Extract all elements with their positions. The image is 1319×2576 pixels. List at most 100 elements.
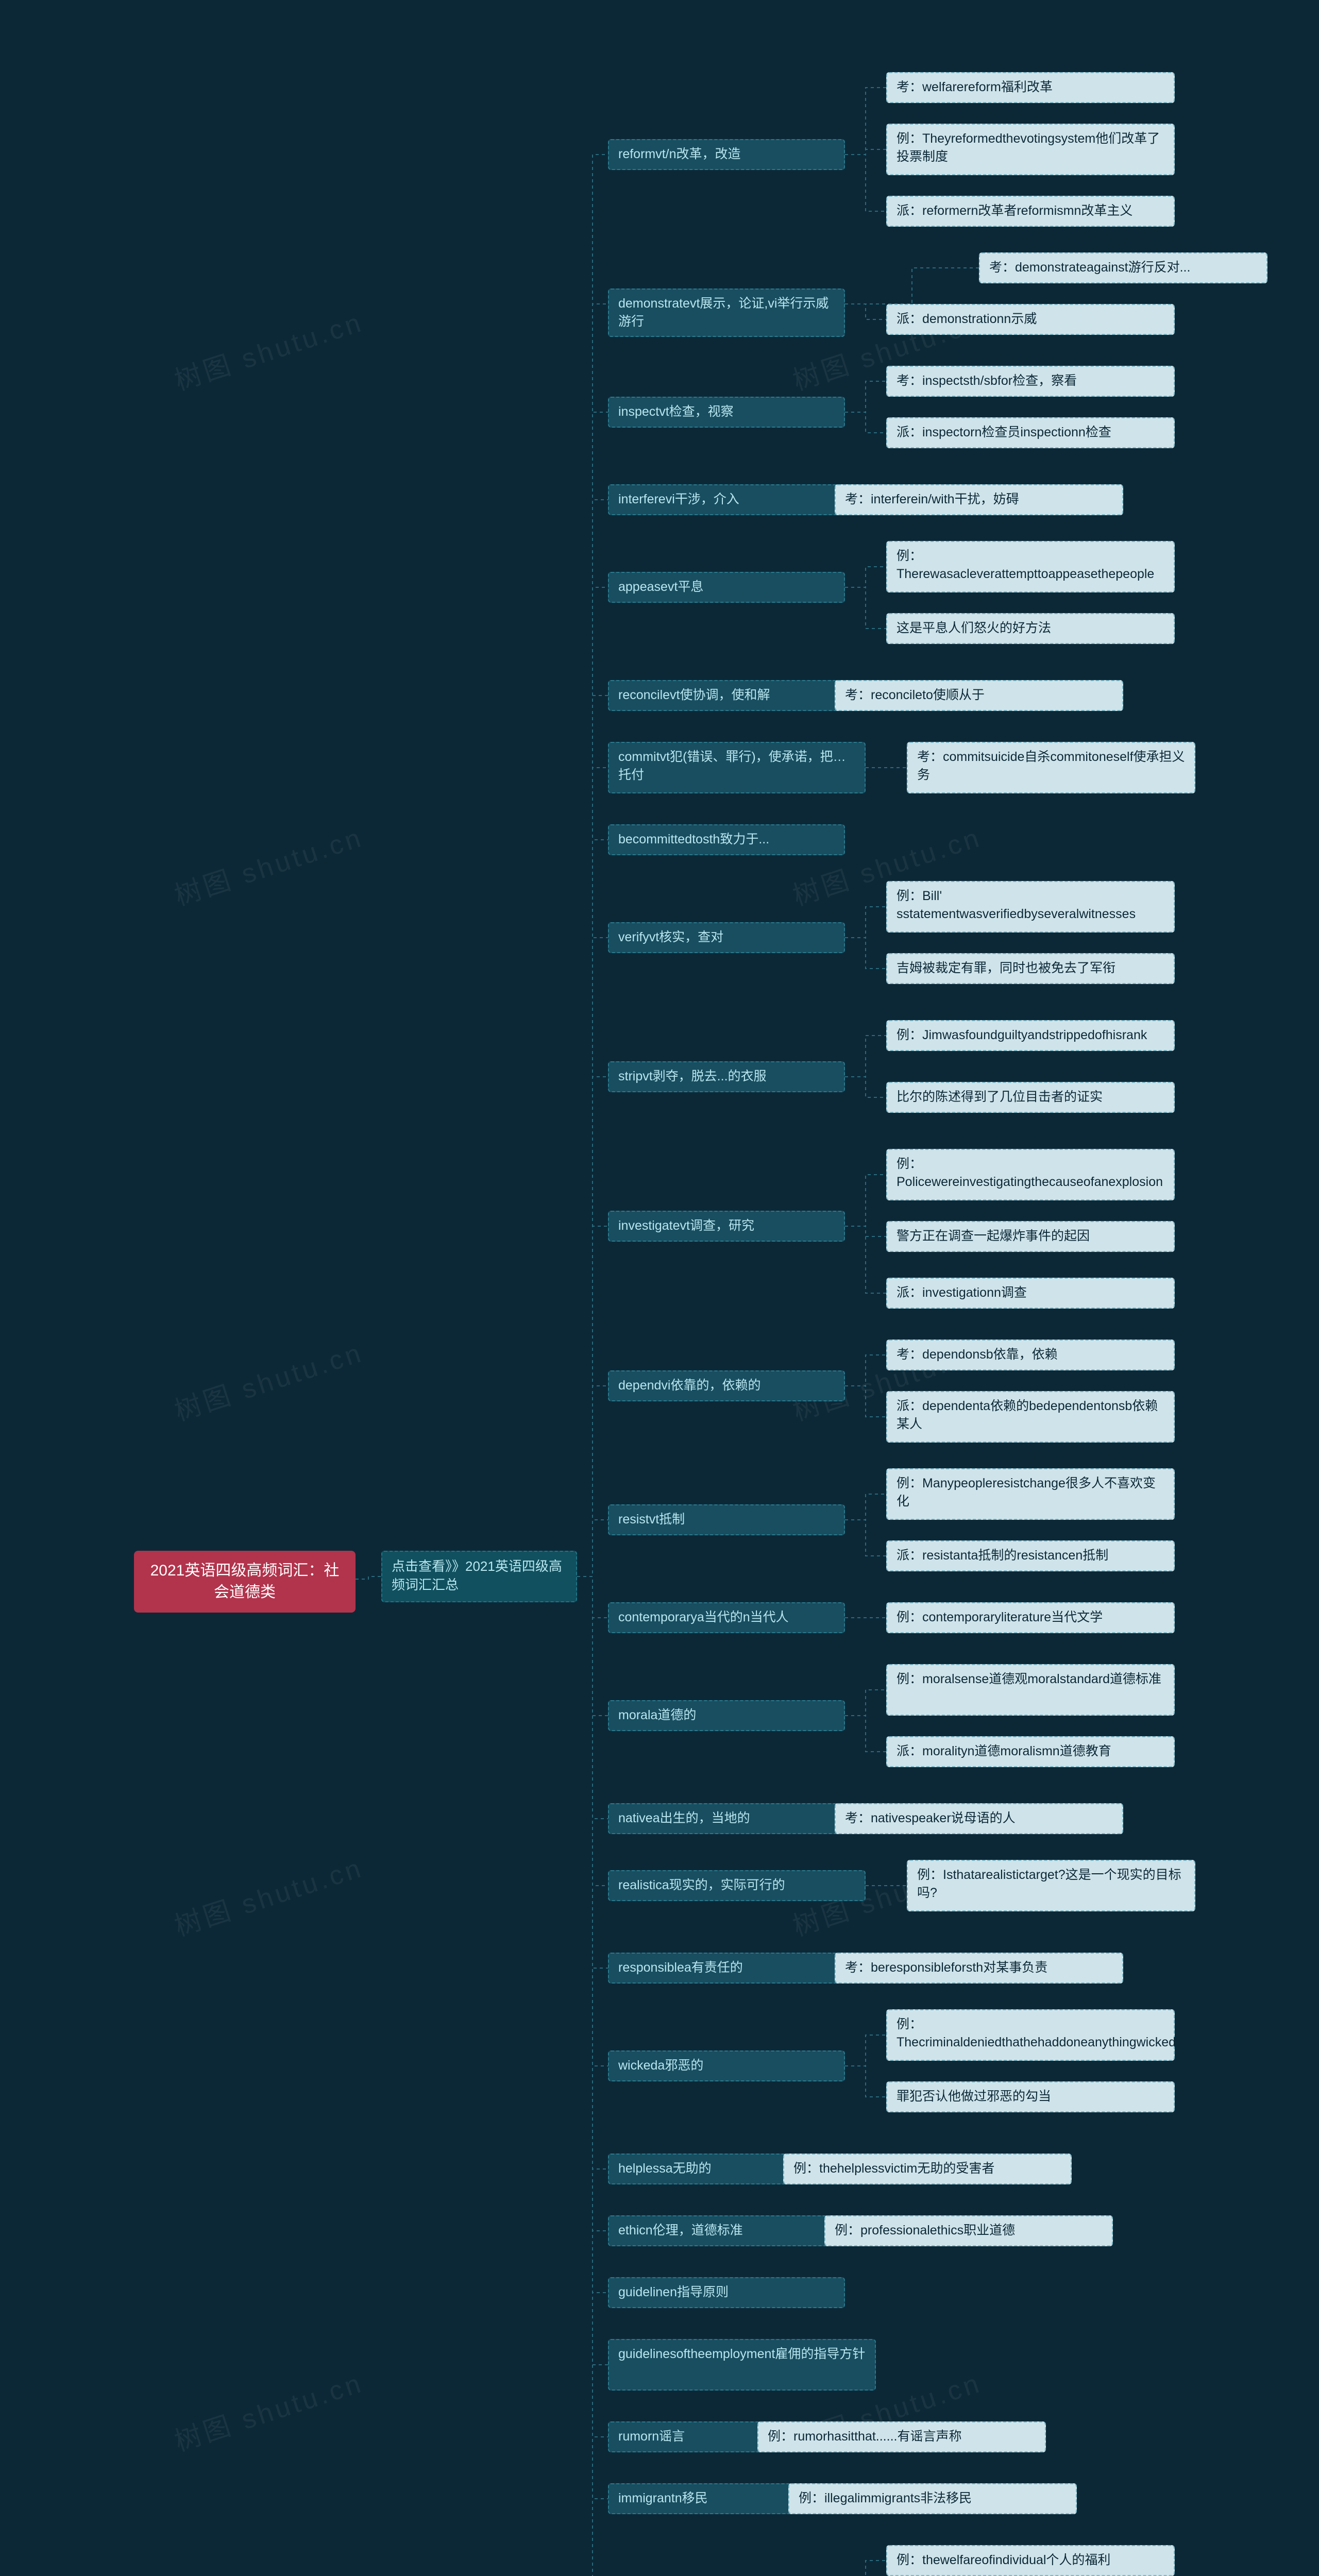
topic-inspect-label: inspectvt检查，视察 [618, 404, 734, 419]
leaf-investigate-2-label: 派：investigationn调查 [897, 1285, 1027, 1300]
topic-depend: dependvi依靠的，依赖的 [608, 1370, 845, 1401]
topic-resist: resistvt抵制 [608, 1504, 845, 1535]
leaf-depend-0-label: 考：dependonsb依靠，依赖 [897, 1347, 1058, 1362]
topic-interfere-label: interferevi干涉，介入 [618, 492, 739, 506]
topic-moral: morala道德的 [608, 1700, 845, 1731]
root-node: 2021英语四级高频词汇：社会道德类 [134, 1551, 356, 1613]
leaf-inspect-0-label: 考：inspectsth/sbfor检查，察看 [897, 374, 1077, 388]
root-node-label: 2021英语四级高频词汇：社会道德类 [150, 1562, 340, 1601]
leaf-reform-1: 例：Theyreformedthevotingsystem他们改革了投票制度 [886, 124, 1175, 175]
watermark: 树图 shutu.cn [169, 2361, 368, 2459]
topic-resist-label: resistvt抵制 [618, 1512, 685, 1527]
topic-contemporary-label: contemporarya当代的n当代人 [618, 1610, 789, 1624]
leaf-inspect-0: 考：inspectsth/sbfor检查，察看 [886, 366, 1175, 397]
leaf-immigrant-0: 例：illegalimmigrants非法移民 [788, 2483, 1077, 2514]
leaf-moral-1-label: 派：moralityn道德moralismn道德教育 [897, 1744, 1111, 1758]
leaf-strip-0-label: 例：Jimwasfoundguiltyandstrippedofhisrank [897, 1028, 1147, 1042]
leaf-interfere-0: 考：interferein/with干扰，妨碍 [835, 484, 1123, 515]
leaf-native-0: 考：nativespeaker说母语的人 [835, 1803, 1123, 1834]
leaf-demonstrate-0-label: 考：demonstrateagainst游行反对... [989, 260, 1190, 275]
leaf-investigate-2: 派：investigationn调查 [886, 1278, 1175, 1309]
hub-node-label: 点击查看》》2021英语四级高频词汇汇总 [392, 1558, 562, 1592]
leaf-verify-1: 吉姆被裁定有罪，同时也被免去了军衔 [886, 953, 1175, 984]
topic-reform: reformvt/n改革，改造 [608, 139, 845, 170]
topic-becommitted-label: becommittedtosth致力于... [618, 832, 769, 846]
leaf-responsible-0-label: 考：beresponsibleforsth对某事负责 [845, 1960, 1047, 1975]
topic-appease: appeasevt平息 [608, 572, 845, 603]
topic-reconcile: reconcilevt使协调，使和解 [608, 680, 845, 711]
leaf-rumor-0-label: 例：rumorhasitthat......有谣言声称 [768, 2429, 961, 2444]
leaf-resist-1: 派：resistanta抵制的resistancen抵制 [886, 1540, 1175, 1571]
topic-guideline-label: guidelinen指导原则 [618, 2285, 729, 2299]
watermark: 树图 shutu.cn [169, 300, 368, 398]
leaf-realistic-0: 例：Isthatarealistictarget?这是一个现实的目标吗? [907, 1860, 1195, 1911]
leaf-appease-1: 这是平息人们怒火的好方法 [886, 613, 1175, 644]
leaf-individual-0: 例：thewelfareofindividual个人的福利 [886, 2545, 1175, 2576]
topic-immigrant-label: immigrantn移民 [618, 2491, 708, 2505]
topic-inspect: inspectvt检查，视察 [608, 397, 845, 428]
leaf-contemporary-0: 例：contemporaryliterature当代文学 [886, 1602, 1175, 1633]
topic-interfere: interferevi干涉，介入 [608, 484, 845, 515]
watermark: 树图 shutu.cn [169, 816, 368, 913]
leaf-inspect-1-label: 派：inspectorn检查员inspectionn检查 [897, 425, 1111, 439]
topic-depend-label: dependvi依靠的，依赖的 [618, 1378, 760, 1393]
leaf-investigate-0-label: 例：Policewereinvestigatingthecauseofanexp… [897, 1157, 1163, 1189]
leaf-verify-1-label: 吉姆被裁定有罪，同时也被免去了军衔 [897, 961, 1115, 975]
leaf-individual-0-label: 例：thewelfareofindividual个人的福利 [897, 2553, 1110, 2567]
topic-native: nativea出生的，当地的 [608, 1803, 845, 1834]
topic-moral-label: morala道德的 [618, 1708, 696, 1722]
leaf-reform-1-label: 例：Theyreformedthevotingsystem他们改革了投票制度 [897, 131, 1160, 164]
leaf-immigrant-0-label: 例：illegalimmigrants非法移民 [799, 2491, 972, 2505]
leaf-wicked-0: 例：Thecriminaldeniedthathehaddoneanything… [886, 2009, 1175, 2061]
topic-verify-label: verifyvt核实，查对 [618, 930, 723, 944]
leaf-investigate-0: 例：Policewereinvestigatingthecauseofanexp… [886, 1149, 1175, 1200]
leaf-interfere-0-label: 考：interferein/with干扰，妨碍 [845, 492, 1019, 506]
topic-demonstrate: demonstratevt展示，论证,vi举行示威游行 [608, 289, 845, 337]
topic-wicked-label: wickeda邪恶的 [618, 2058, 703, 2073]
leaf-contemporary-0-label: 例：contemporaryliterature当代文学 [897, 1610, 1103, 1624]
leaf-strip-1-label: 比尔的陈述得到了几位目击者的证实 [897, 1090, 1103, 1104]
topic-responsible: responsiblea有责任的 [608, 1953, 845, 1984]
leaf-resist-0-label: 例：Manypeopleresistchange很多人不喜欢变化 [897, 1476, 1156, 1509]
topic-commit-label: commitvt犯(错误、罪行)，使承诺，把…托付 [618, 750, 846, 782]
leaf-commit-0: 考：commitsuicide自杀commitoneself使承担义务 [907, 742, 1195, 793]
topic-guideline: guidelinen指导原则 [608, 2277, 845, 2308]
leaf-reconcile-0-label: 考：reconcileto使顺从于 [845, 688, 985, 702]
topic-native-label: nativea出生的，当地的 [618, 1811, 750, 1825]
leaf-reform-2: 派：reformern改革者reformismn改革主义 [886, 196, 1175, 227]
topic-ethic: ethicn伦理，道德标准 [608, 2215, 845, 2246]
topic-guidelines2-label: guidelinesoftheemployment雇佣的指导方针 [618, 2347, 865, 2361]
leaf-demonstrate-0: 考：demonstrateagainst游行反对... [979, 252, 1267, 283]
leaf-depend-1-label: 派：dependenta依赖的bedependentonsb依赖某人 [897, 1399, 1158, 1431]
leaf-wicked-0-label: 例：Thecriminaldeniedthathehaddoneanything… [897, 2017, 1176, 2049]
topic-investigate-label: investigatevt调查，研究 [618, 1218, 754, 1233]
leaf-moral-1: 派：moralityn道德moralismn道德教育 [886, 1736, 1175, 1767]
topic-helpless-label: helplessa无助的 [618, 2161, 712, 2176]
leaf-depend-1: 派：dependenta依赖的bedependentonsb依赖某人 [886, 1391, 1175, 1443]
leaf-reform-0: 考：welfarereform福利改革 [886, 72, 1175, 103]
topic-strip: stripvt剥夺，脱去...的衣服 [608, 1061, 845, 1092]
topic-realistic-label: realistica现实的，实际可行的 [618, 1878, 785, 1892]
leaf-strip-1: 比尔的陈述得到了几位目击者的证实 [886, 1082, 1175, 1113]
leaf-helpless-0-label: 例：thehelplessvictim无助的受害者 [793, 2161, 994, 2176]
leaf-inspect-1: 派：inspectorn检查员inspectionn检查 [886, 417, 1175, 448]
topic-realistic: realistica现实的，实际可行的 [608, 1870, 866, 1901]
leaf-strip-0: 例：Jimwasfoundguiltyandstrippedofhisrank [886, 1020, 1175, 1051]
topic-becommitted: becommittedtosth致力于... [608, 824, 845, 855]
leaf-ethic-0-label: 例：professionalethics职业道德 [835, 2223, 1015, 2238]
leaf-investigate-1: 警方正在调查一起爆炸事件的起因 [886, 1221, 1175, 1252]
topic-contemporary: contemporarya当代的n当代人 [608, 1602, 845, 1633]
leaf-responsible-0: 考：beresponsibleforsth对某事负责 [835, 1953, 1123, 1984]
leaf-reform-2-label: 派：reformern改革者reformismn改革主义 [897, 204, 1132, 218]
topic-responsible-label: responsiblea有责任的 [618, 1960, 743, 1975]
leaf-verify-0-label: 例：Bill' sstatementwasverifiedbyseveralwi… [897, 889, 1136, 921]
topic-commit: commitvt犯(错误、罪行)，使承诺，把…托付 [608, 742, 866, 793]
topic-reform-label: reformvt/n改革，改造 [618, 147, 741, 161]
leaf-wicked-1: 罪犯否认他做过邪恶的勾当 [886, 2081, 1175, 2112]
leaf-reform-0-label: 考：welfarereform福利改革 [897, 80, 1053, 94]
leaf-realistic-0-label: 例：Isthatarealistictarget?这是一个现实的目标吗? [917, 1868, 1181, 1900]
leaf-verify-0: 例：Bill' sstatementwasverifiedbyseveralwi… [886, 881, 1175, 933]
topic-demonstrate-label: demonstratevt展示，论证,vi举行示威游行 [618, 296, 828, 329]
leaf-native-0-label: 考：nativespeaker说母语的人 [845, 1811, 1016, 1825]
leaf-appease-0: 例：Therewasacleverattempttoappeasethepeop… [886, 541, 1175, 592]
